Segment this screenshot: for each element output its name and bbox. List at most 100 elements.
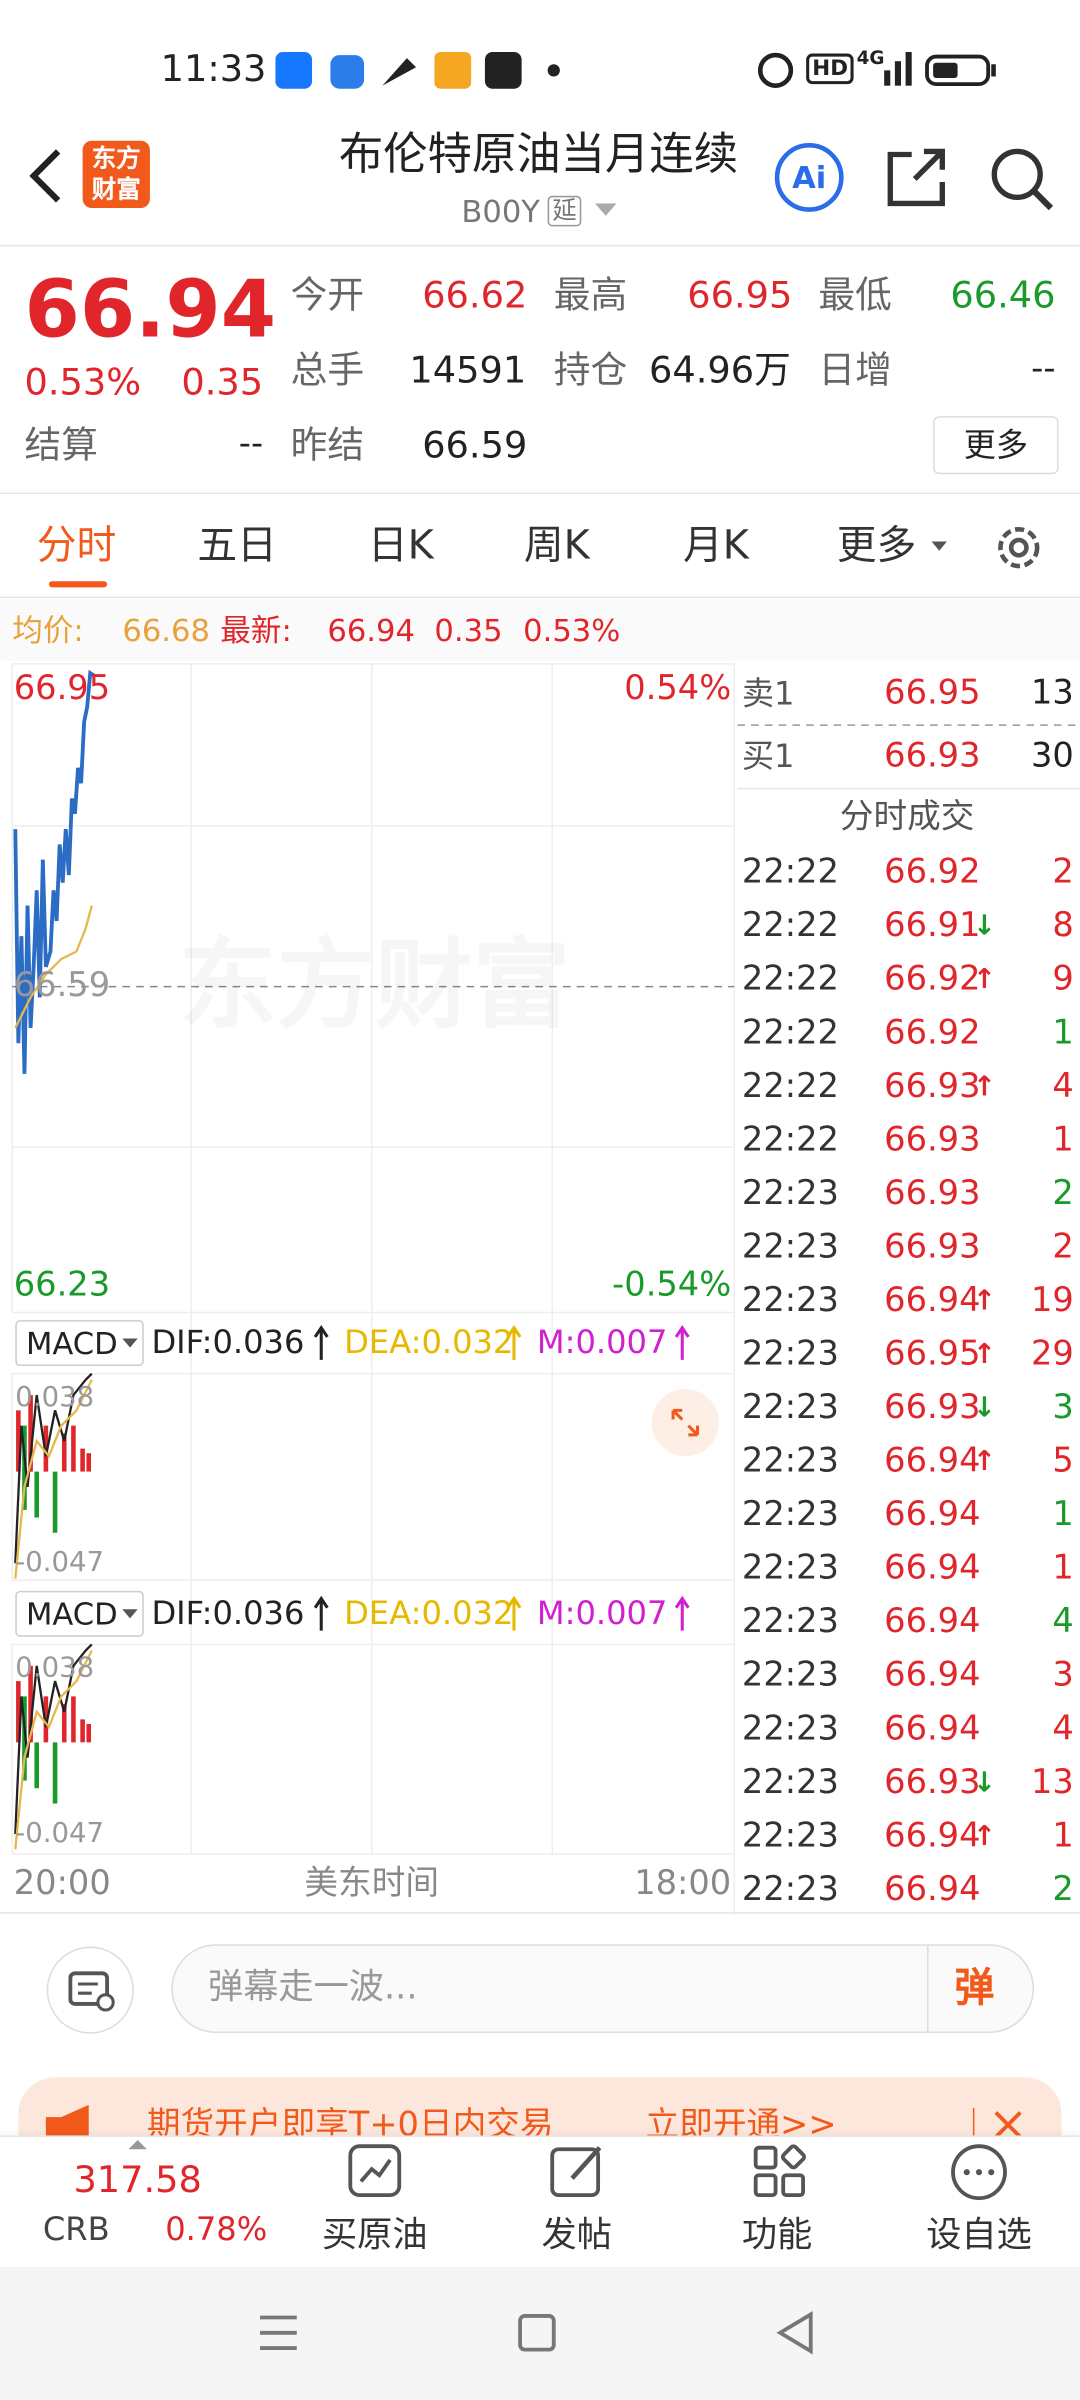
danmaku-button[interactable]: 弹 xyxy=(954,1965,995,2012)
open: 66.62 xyxy=(422,273,528,317)
comment-icon[interactable] xyxy=(46,1946,135,2035)
system-buttons[interactable] xyxy=(245,2302,826,2363)
divider xyxy=(972,2107,975,2142)
more-button[interactable]: 更多 xyxy=(933,416,1059,475)
back-button[interactable] xyxy=(21,145,67,206)
dropdown-arrow[interactable] xyxy=(930,538,948,553)
trade-price: 66.93 xyxy=(884,1067,981,1106)
trade-vol: 3 xyxy=(1052,1656,1074,1695)
dashed-divider xyxy=(737,724,1080,726)
tab[interactable]: 周K xyxy=(523,523,590,570)
trade-price: 66.95 xyxy=(884,1335,981,1374)
change-pct: 0.53% xyxy=(24,361,142,404)
tab[interactable]: 五日 xyxy=(197,523,277,570)
trade-time: 22:22 xyxy=(741,1014,839,1053)
nav-item[interactable]: 发帖 xyxy=(541,2215,612,2256)
trade-vol: 4 xyxy=(1052,1603,1074,1642)
trade-time: 22:23 xyxy=(741,1656,839,1695)
divider xyxy=(0,1912,1080,1914)
divider xyxy=(0,492,1080,495)
trade-price: 66.91 xyxy=(884,907,981,946)
bottom-nav xyxy=(0,2135,1080,2269)
tab[interactable]: 更多 xyxy=(836,523,917,570)
dropdown-arrow[interactable] xyxy=(594,200,618,218)
macd-name[interactable]: MACD xyxy=(26,1324,118,1362)
change: 0.35 xyxy=(181,361,264,404)
share-button[interactable] xyxy=(884,145,951,209)
comment-input[interactable] xyxy=(171,1944,1035,2033)
settle: -- xyxy=(238,425,264,464)
alarm-icon xyxy=(757,52,794,88)
macd-selector[interactable] xyxy=(15,1320,144,1367)
high-label: 最高 xyxy=(553,273,628,317)
tab[interactable]: 月K xyxy=(682,523,749,570)
trade-price: 66.93 xyxy=(884,1228,981,1267)
trade-vol: 9 xyxy=(1052,960,1074,999)
chart-mid-price: 66.59 xyxy=(13,966,111,1006)
trade-price: 66.94 xyxy=(884,1442,981,1481)
trade-vol: 2 xyxy=(1052,1870,1074,1910)
daily-inc-label: 日增 xyxy=(818,348,892,392)
tab[interactable]: 分时 xyxy=(36,523,117,570)
trade-time: 22:22 xyxy=(741,1121,839,1160)
open-label: 今开 xyxy=(290,273,365,317)
search-button[interactable] xyxy=(987,144,1057,211)
macd-dea: DEA:0.032 xyxy=(344,1594,514,1632)
trade-vol: 5 xyxy=(1052,1442,1074,1481)
index-name[interactable]: CRB xyxy=(42,2211,110,2248)
trade-vol: 1 xyxy=(1052,1817,1074,1856)
macd-dif: DIF:0.036 xyxy=(151,1323,305,1361)
trade-arrow: ↑ xyxy=(972,1284,996,1318)
volume-label: 总手 xyxy=(290,348,365,392)
trade-arrow: ↓ xyxy=(972,910,996,943)
trade-vol: 8 xyxy=(1052,907,1074,946)
ai-button[interactable]: Ai xyxy=(772,141,845,214)
trade-time: 22:22 xyxy=(741,1067,839,1106)
divider xyxy=(926,1945,929,2032)
trade-vol: 29 xyxy=(1031,1335,1074,1374)
x-start: 20:00 xyxy=(13,1864,111,1903)
low-label: 最低 xyxy=(818,273,892,317)
banner-icon xyxy=(45,2104,89,2136)
nav-icons xyxy=(348,2144,1007,2201)
trade-arrow: ↑ xyxy=(972,1820,996,1853)
nav-item[interactable]: 设自选 xyxy=(926,2215,1032,2256)
macd-top: 0.038 xyxy=(15,1652,95,1685)
trade-price: 66.94 xyxy=(884,1656,981,1695)
network-type: 4G xyxy=(856,47,885,69)
trade-arrow: ↓ xyxy=(972,1392,996,1425)
trade-time: 22:23 xyxy=(741,1335,839,1374)
chart-frame xyxy=(11,663,736,1916)
trade-time: 22:23 xyxy=(741,1442,839,1481)
macd-bottom: -0.047 xyxy=(15,1546,105,1579)
trade-time: 22:23 xyxy=(741,1870,839,1910)
divider xyxy=(0,244,1080,247)
settings-button[interactable] xyxy=(991,520,1046,575)
hd-indicator: HD xyxy=(806,53,855,85)
trade-vol: 1 xyxy=(1052,1014,1074,1053)
trade-price: 66.94 xyxy=(884,1549,981,1588)
prev-settle-label: 昨结 xyxy=(290,423,365,467)
trade-arrow: ↓ xyxy=(972,1766,996,1799)
macd-selector[interactable] xyxy=(15,1590,144,1637)
trade-price: 66.93 xyxy=(884,1388,981,1428)
macd-m: M:0.007 xyxy=(536,1594,668,1632)
nav-item[interactable]: 功能 xyxy=(741,2215,813,2256)
daily-inc: -- xyxy=(1031,350,1056,389)
trade-time: 22:22 xyxy=(741,907,839,946)
last-change: 0.35 xyxy=(434,611,503,649)
tab[interactable]: 日K xyxy=(367,523,434,570)
nav-item[interactable]: 买原油 xyxy=(322,2215,428,2256)
trade-vol: 13 xyxy=(1031,1763,1074,1802)
signal-battery xyxy=(884,52,996,87)
position: 64.96万 xyxy=(649,348,791,392)
banner-close[interactable] xyxy=(991,2108,1025,2142)
trade-price: 66.94 xyxy=(884,1710,981,1749)
trade-vol: 4 xyxy=(1052,1710,1074,1749)
trade-price: 66.92 xyxy=(884,960,981,999)
index-value[interactable]: 317.58 xyxy=(73,2158,202,2202)
high: 66.95 xyxy=(687,273,793,317)
index-pct[interactable]: 0.78% xyxy=(165,2211,268,2248)
macd-name[interactable]: MACD xyxy=(26,1595,118,1633)
